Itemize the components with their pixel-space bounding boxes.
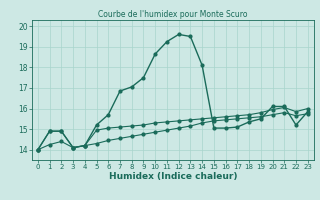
X-axis label: Humidex (Indice chaleur): Humidex (Indice chaleur) — [108, 172, 237, 181]
Title: Courbe de l'humidex pour Monte Scuro: Courbe de l'humidex pour Monte Scuro — [98, 10, 248, 19]
